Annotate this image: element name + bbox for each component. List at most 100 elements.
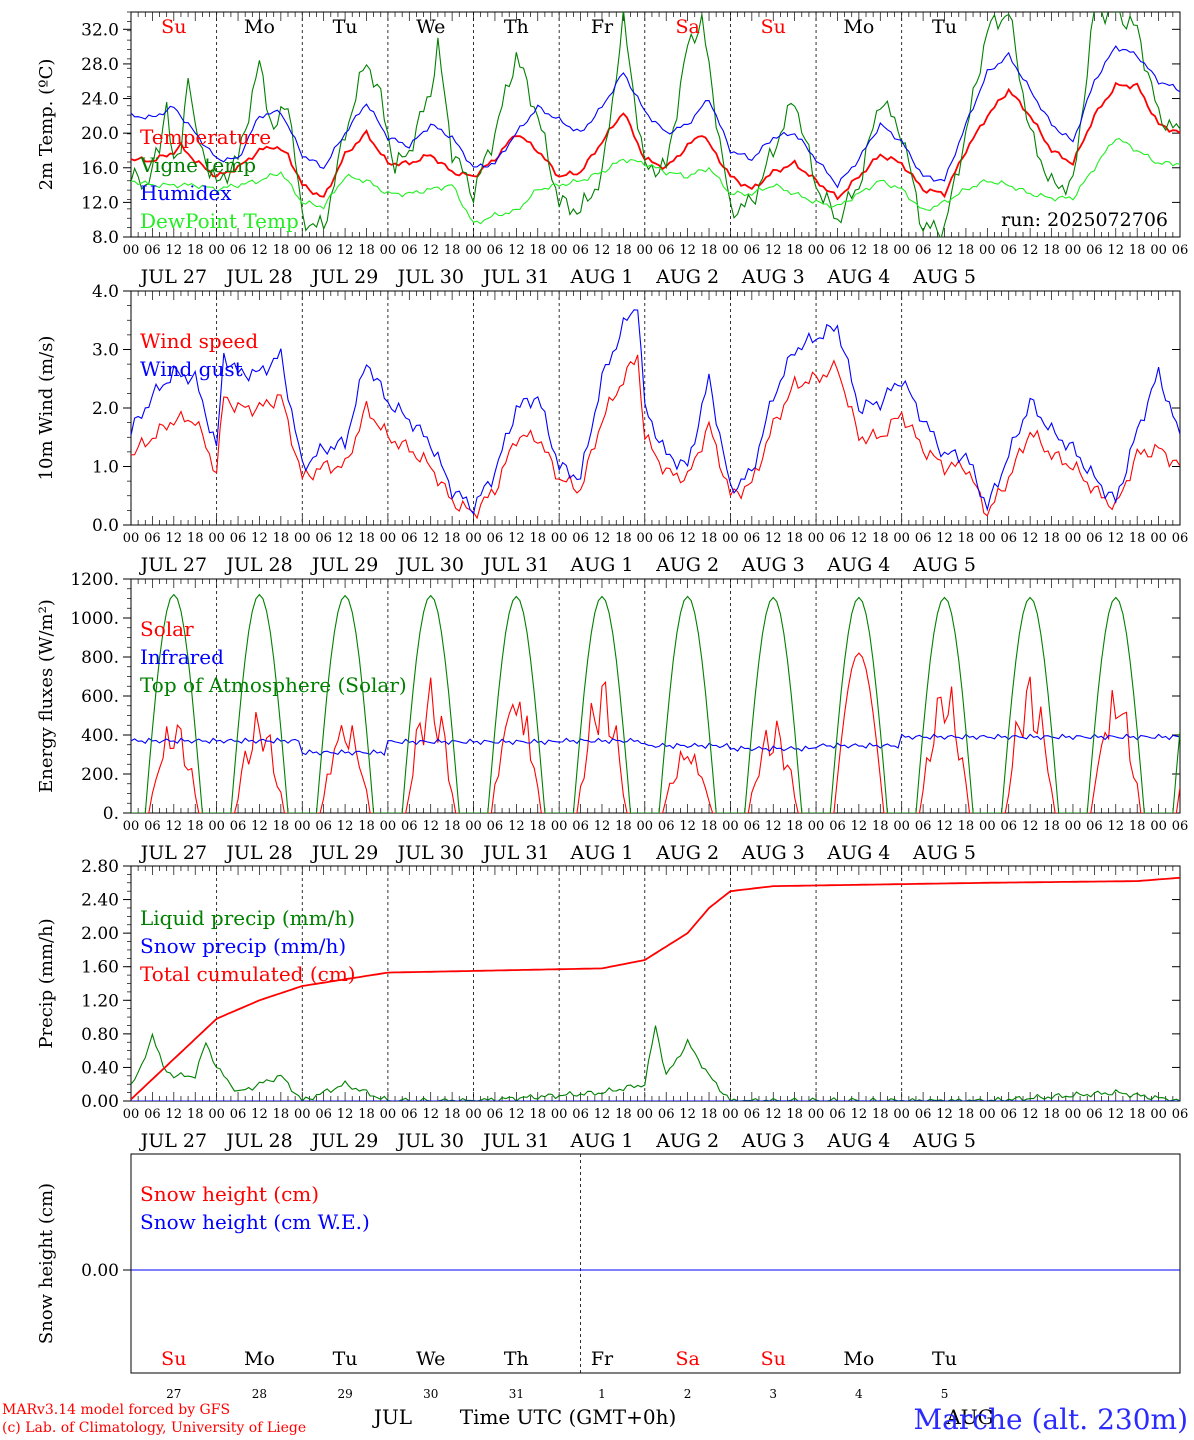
y-tick-label: 20.0	[81, 124, 119, 144]
day-number-label: 31	[509, 1387, 524, 1401]
hour-tick-label: 18	[1129, 819, 1146, 834]
hour-tick-label: 12	[594, 243, 611, 258]
weekday-label: Sa	[675, 1348, 699, 1370]
weekday-label: Tu	[333, 16, 358, 38]
series-line-wind-gust	[131, 309, 1180, 515]
hour-tick-label: 12	[251, 819, 268, 834]
date-label: JUL 31	[481, 842, 549, 864]
hour-tick-label: 12	[422, 819, 439, 834]
hour-tick-label: 06	[315, 819, 332, 834]
hour-tick-label: 12	[1108, 243, 1125, 258]
hour-tick-label: 06	[315, 531, 332, 546]
hour-tick-label: 12	[1108, 531, 1125, 546]
hour-tick-label: 18	[273, 243, 290, 258]
hour-tick-label: 00	[123, 531, 140, 546]
hour-tick-label: 12	[765, 819, 782, 834]
date-label: AUG 2	[655, 842, 719, 864]
date-label: AUG 1	[569, 554, 633, 576]
hour-tick-label: 12	[936, 243, 953, 258]
hour-tick-label: 18	[872, 1107, 889, 1122]
hour-tick-label: 06	[1172, 1107, 1189, 1122]
y-tick-label: 600.	[81, 687, 119, 707]
hour-tick-label: 00	[893, 531, 910, 546]
hour-tick-label: 12	[251, 531, 268, 546]
panel-wind	[123, 290, 1181, 526]
hour-tick-label: 00	[380, 531, 397, 546]
hour-tick-label: 18	[444, 1107, 461, 1122]
hour-tick-label: 18	[701, 531, 718, 546]
date-label: JUL 27	[139, 554, 207, 576]
hour-tick-label: 00	[637, 819, 654, 834]
hour-tick-label: 18	[701, 819, 718, 834]
hour-tick-label: 12	[508, 819, 525, 834]
date-label: AUG 3	[741, 266, 805, 288]
hour-tick-label: 18	[958, 1107, 975, 1122]
weekday-label: Mo	[244, 1348, 275, 1370]
hour-tick-label: 12	[166, 243, 183, 258]
hour-tick-label: 06	[401, 1107, 418, 1122]
day-number-label: 2	[684, 1387, 692, 1401]
date-label: AUG 5	[912, 1130, 976, 1152]
hour-tick-label: 00	[979, 819, 996, 834]
day-number-label: 28	[252, 1387, 267, 1401]
weekday-label: Mo	[843, 1348, 874, 1370]
weekday-label: Fr	[591, 1348, 614, 1370]
hour-tick-label: 12	[851, 531, 868, 546]
panel-snow	[123, 1153, 1181, 1374]
date-label: AUG 3	[741, 1130, 805, 1152]
legend-snow-height-cm-: Snow height (cm)	[140, 1182, 319, 1206]
hour-tick-label: 18	[1043, 1107, 1060, 1122]
date-label: AUG 4	[826, 266, 890, 288]
hour-tick-label: 12	[508, 1107, 525, 1122]
panel-precip	[123, 865, 1181, 1102]
hour-tick-label: 00	[1065, 819, 1082, 834]
hour-tick-label: 12	[594, 531, 611, 546]
hour-tick-label: 18	[958, 243, 975, 258]
hour-tick-label: 18	[358, 531, 375, 546]
hour-tick-label: 12	[337, 531, 354, 546]
hour-tick-label: 00	[465, 819, 482, 834]
date-label: JUL 29	[310, 554, 378, 576]
hour-tick-label: 06	[829, 243, 846, 258]
hour-tick-label: 12	[166, 1107, 183, 1122]
hour-tick-label: 18	[187, 531, 204, 546]
credit-lab: (c) Lab. of Climatology, University of L…	[2, 1420, 307, 1436]
series-line-dewpoint-temp	[131, 137, 1180, 225]
plot-area	[131, 593, 1180, 813]
hour-tick-label: 00	[637, 1107, 654, 1122]
hour-tick-label: 06	[1000, 531, 1017, 546]
hour-tick-label: 06	[487, 819, 504, 834]
hour-tick-label: 00	[123, 1107, 140, 1122]
hour-tick-label: 00	[1150, 819, 1167, 834]
hour-tick-label: 12	[851, 819, 868, 834]
date-label: AUG 2	[655, 554, 719, 576]
hour-tick-label: 18	[958, 819, 975, 834]
hour-tick-label: 18	[1129, 243, 1146, 258]
hour-tick-label: 00	[722, 531, 739, 546]
weekday-label: Tu	[932, 16, 957, 38]
hour-tick-label: 12	[851, 243, 868, 258]
date-label: JUL 31	[481, 266, 549, 288]
legend-snow-height-cm-w-e-: Snow height (cm W.E.)	[140, 1210, 370, 1234]
y-axis-label: Energy fluxes (W/m²)	[36, 599, 57, 793]
legend-solar: Solar	[140, 617, 194, 641]
y-tick-label: 800.	[81, 648, 119, 668]
hour-tick-label: 18	[786, 1107, 803, 1122]
hour-tick-label: 18	[444, 243, 461, 258]
hour-tick-label: 06	[1086, 243, 1103, 258]
weekday-label: Fr	[591, 16, 614, 38]
y-tick-label: 1.20	[81, 991, 119, 1011]
weekday-label: We	[416, 1348, 445, 1370]
hour-tick-label: 06	[744, 819, 761, 834]
hour-tick-label: 06	[1086, 819, 1103, 834]
hour-tick-label: 06	[487, 243, 504, 258]
hour-tick-label: 06	[401, 819, 418, 834]
hour-tick-label: 12	[679, 819, 696, 834]
date-label: AUG 1	[569, 842, 633, 864]
hour-tick-label: 12	[166, 819, 183, 834]
hour-tick-label: 00	[380, 243, 397, 258]
hour-tick-label: 06	[401, 531, 418, 546]
hour-tick-label: 18	[615, 1107, 632, 1122]
hour-tick-label: 18	[786, 243, 803, 258]
